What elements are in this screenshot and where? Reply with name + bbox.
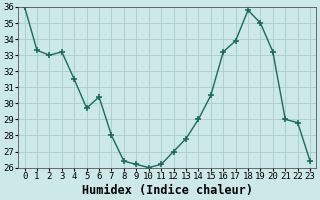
X-axis label: Humidex (Indice chaleur): Humidex (Indice chaleur)	[82, 184, 253, 197]
